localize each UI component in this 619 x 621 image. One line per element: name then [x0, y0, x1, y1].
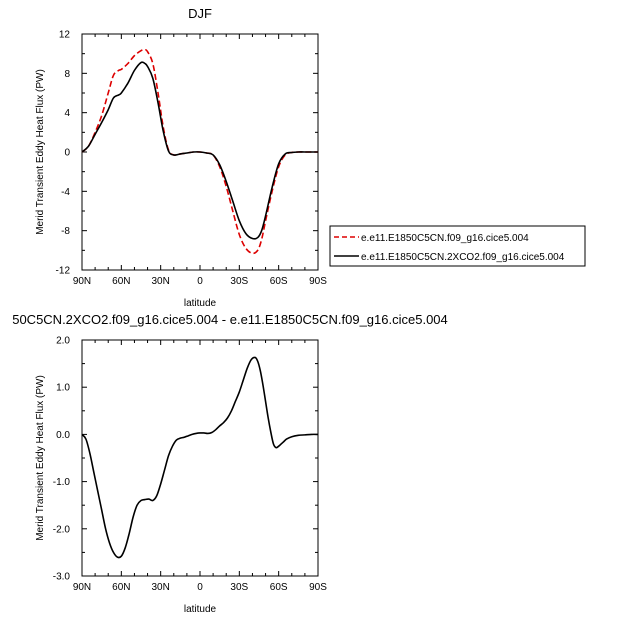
bottom-y-tick-label: -1.0 — [53, 477, 71, 488]
bottom-x-tick-label: 60N — [112, 582, 130, 593]
legend: e.e11.E1850C5CN.f09_g16.cice5.004 e.e11.… — [329, 225, 586, 267]
bottom-x-tick-label: 0 — [197, 582, 203, 593]
top-panel: DJF 90N 60N 30N 0 30S 60S 90S 12 8 4 0 -4 -8 -12 lati… — [35, 6, 327, 309]
bottom-x-tick-label: 30S — [230, 582, 248, 593]
bottom-y-tick-label: 0.0 — [56, 430, 70, 441]
bottom-y-tick-label: -2.0 — [53, 524, 71, 535]
legend-box — [329, 225, 586, 267]
bottom-y-tick-label: -3.0 — [53, 572, 71, 583]
top-y-axis-label: Merid Transient Eddy Heat Flux (PW) — [35, 69, 46, 235]
top-x-tick-label: 90N — [73, 276, 91, 287]
top-y-tick-label: -12 — [56, 266, 71, 277]
bottom-panel-ticks: 90N 60N 30N 0 30S 60S 90S 2.0 1.0 0.0 -1.0 -2.0 -3.0 — [53, 336, 327, 594]
top-y-tick-label: 0 — [64, 148, 70, 159]
bottom-x-tick-label: 90S — [309, 582, 327, 593]
bottom-x-tick-label: 90N — [73, 582, 91, 593]
top-x-tick-label: 90S — [309, 276, 327, 287]
top-x-axis-label: latitude — [184, 298, 217, 309]
bottom-y-tick-label: 2.0 — [56, 336, 70, 347]
top-panel-lines — [81, 48, 318, 255]
top-panel-ticks: 90N 60N 30N 0 30S 60S 90S 12 8 4 0 -4 -8 -12 — [56, 30, 328, 288]
top-x-tick-label: 0 — [197, 276, 203, 287]
top-panel-title: DJF — [188, 6, 212, 21]
bottom-plot-frame — [81, 339, 319, 577]
top-x-tick-label: 60N — [112, 276, 130, 287]
bottom-y-tick-label: 1.0 — [56, 383, 70, 394]
top-y-tick-label: 12 — [59, 30, 71, 41]
bottom-x-axis-label: latitude — [184, 604, 217, 615]
bottom-panel-title: 50C5CN.2XCO2.f09_g16.cice5.004 - e.e11.E… — [12, 312, 448, 327]
top-y-tick-label: 8 — [64, 69, 70, 80]
top-x-tick-label: 60S — [270, 276, 288, 287]
bottom-x-tick-label: 60S — [270, 582, 288, 593]
bottom-panel: 50C5CN.2XCO2.f09_g16.cice5.004 - e.e11.E… — [12, 312, 448, 615]
top-x-tick-label: 30S — [230, 276, 248, 287]
top-x-tick-label: 30N — [151, 276, 169, 287]
bottom-y-axis-label: Merid Transient Eddy Heat Flux (PW) — [35, 375, 46, 541]
top-y-tick-label: 4 — [64, 108, 70, 119]
bottom-x-tick-label: 30N — [151, 582, 169, 593]
top-series-line-1 — [81, 61, 318, 240]
legend-entry-control: e.e11.E1850C5CN.f09_g16.cice5.004 — [361, 233, 529, 244]
bottom-panel-lines — [81, 356, 319, 559]
top-y-tick-label: -4 — [61, 187, 70, 198]
legend-entry-2xco2: e.e11.E1850C5CN.2XCO2.f09_g16.cice5.004 — [361, 252, 565, 263]
top-y-tick-label: -8 — [61, 226, 70, 237]
bottom-series-line-0 — [81, 356, 319, 559]
